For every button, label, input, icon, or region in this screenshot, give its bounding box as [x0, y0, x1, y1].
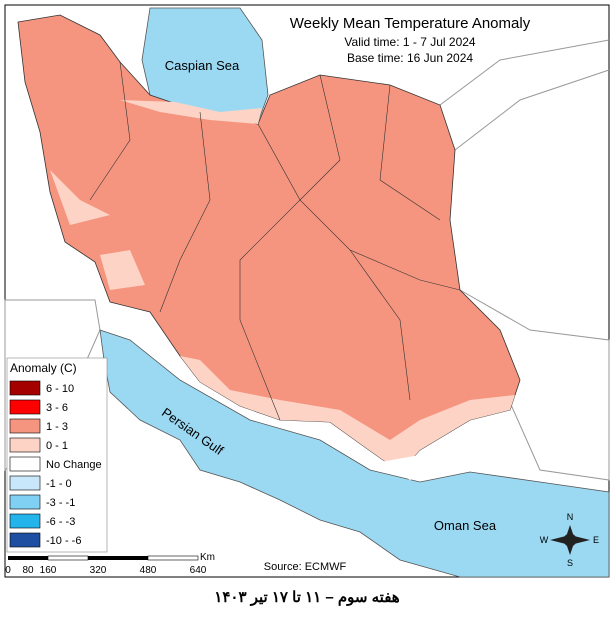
legend-label: -10 - -6 [46, 535, 81, 547]
legend-swatch [9, 399, 41, 415]
legend-swatch [9, 437, 41, 453]
light-areas [50, 100, 262, 290]
source: Source: ECMWF [264, 561, 347, 573]
legend-swatch [9, 418, 41, 434]
scale-label: 640 [190, 565, 207, 576]
caspian-label: Caspian Sea [165, 58, 240, 73]
compass-s: S [567, 558, 573, 568]
legend-label: 0 - 1 [46, 440, 68, 452]
oman-label: Oman Sea [434, 518, 497, 533]
legend-swatch [9, 494, 41, 510]
scale-label: 0 [5, 565, 11, 576]
white-area [380, 455, 445, 480]
legend-swatch [9, 456, 41, 472]
base-time: Base time: 16 Jun 2024 [347, 51, 473, 65]
legend-swatch [9, 380, 41, 396]
legend-label: -1 - 0 [46, 478, 72, 490]
title: Weekly Mean Temperature Anomaly [290, 15, 531, 32]
legend-label: No Change [46, 459, 102, 471]
compass-w: W [540, 535, 549, 545]
valid-time: Valid time: 1 - 7 Jul 2024 [344, 35, 476, 49]
legend-label: 6 - 10 [46, 383, 74, 395]
province-borders [89, 61, 461, 421]
legend-label: 1 - 3 [46, 421, 68, 433]
scale-bar [8, 555, 199, 561]
compass-e: E [593, 535, 599, 545]
scale-label: 160 [40, 565, 57, 576]
compass [550, 525, 590, 555]
scale-unit: Km [200, 552, 215, 563]
caption: هفته سوم – ۱۱ تا ۱۷ تیر ۱۴۰۳ [214, 589, 399, 606]
scale-labels: 0 80 160 320 480 640 Km [5, 552, 215, 576]
legend-label: -6 - -3 [46, 516, 75, 528]
neighbor-borders [4, 39, 610, 481]
legend-swatch [9, 513, 41, 529]
legend-title: Anomaly (C) [10, 361, 77, 375]
legend-swatch [9, 475, 41, 491]
legend-swatch [9, 532, 41, 548]
legend: 6 - 10 3 - 6 1 - 3 0 - 1 No Change -1 - 0 -3 -… [9, 380, 102, 548]
scale-label: 320 [90, 565, 107, 576]
gulf-waters [99, 329, 610, 578]
legend-label: 3 - 6 [46, 402, 68, 414]
scale-label: 480 [140, 565, 157, 576]
compass-n: N [567, 512, 574, 522]
legend-label: -3 - -1 [46, 497, 75, 509]
south-band [180, 356, 515, 472]
scale-label: 80 [22, 565, 34, 576]
